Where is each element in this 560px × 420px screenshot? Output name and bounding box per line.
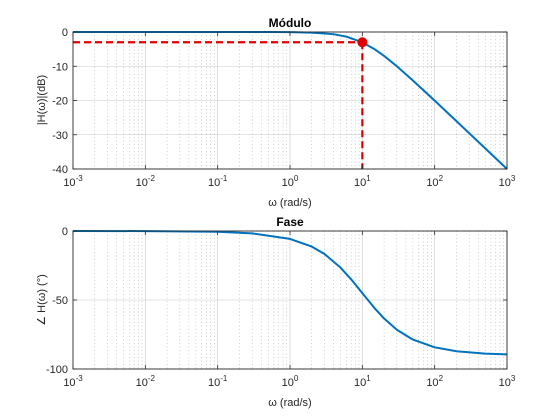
phase-y-tick-label: 0	[62, 226, 68, 238]
phase-x-tick-label: 102	[426, 374, 443, 389]
magnitude-x-tick-label: 10-1	[208, 174, 228, 189]
magnitude-y-tick-label: -20	[52, 96, 68, 108]
magnitude-x-tick-label: 10-2	[136, 174, 156, 189]
phase-x-tick-label: 101	[354, 374, 371, 389]
magnitude-y-tick-label: -10	[52, 61, 68, 73]
phase-x-tick-label: 10-3	[63, 374, 83, 389]
magnitude-x-tick-label: 102	[426, 174, 443, 189]
magnitude-y-tick-label: 0	[62, 27, 68, 39]
magnitude-title: Módulo	[269, 16, 312, 30]
phase-title: Fase	[276, 215, 304, 229]
phase-marks	[72, 230, 508, 356]
phase-x-tick-label: 100	[282, 374, 299, 389]
phase-y-tick-label: -100	[46, 364, 68, 376]
phase-series-line	[72, 230, 508, 356]
magnitude-xlabel: ω (rad/s)	[268, 197, 311, 209]
magnitude-x-tick-label: 10-3	[63, 174, 83, 189]
phase-ticks: 10-3 10-2 10-1 100 101 102 103 -100 -50 0	[46, 226, 516, 389]
phase-ylabel: ∠ H(ω) (°)	[36, 274, 48, 326]
magnitude-plot: 10-3 10-2 10-1 100 101 102 103 -40 -30 -20 -10 0 Mó…	[36, 16, 516, 209]
phase-x-tick-label: 10-1	[208, 374, 228, 389]
phase-xlabel: ω (rad/s)	[268, 397, 311, 409]
phase-plot: 10-3 10-2 10-1 100 101 102 103 -100 -50 0 Fase ω …	[36, 215, 516, 409]
magnitude-x-tick-label: 101	[354, 174, 371, 189]
phase-x-tick-label: 10-2	[136, 374, 156, 389]
magnitude-y-tick-label: -30	[52, 130, 68, 142]
magnitude-x-tick-label: 103	[499, 174, 516, 189]
phase-x-tick-label: 103	[499, 374, 516, 389]
magnitude-reference-point	[357, 37, 368, 48]
magnitude-ticks: 10-3 10-2 10-1 100 101 102 103 -40 -30 -20 -10 0	[52, 27, 516, 189]
magnitude-y-tick-label: -40	[52, 164, 68, 176]
phase-y-tick-label: -50	[52, 295, 68, 307]
magnitude-ylabel: |H(ω)|(dB)	[36, 75, 48, 125]
magnitude-x-tick-label: 100	[282, 174, 299, 189]
